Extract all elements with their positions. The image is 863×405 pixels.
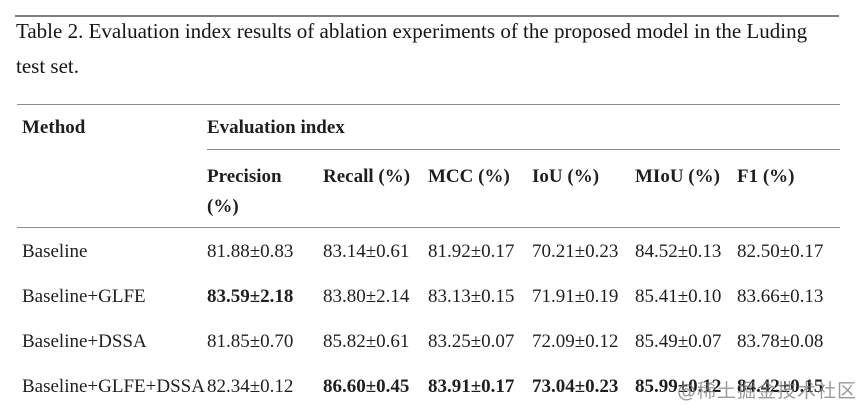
column-header-recall: Recall (%)	[323, 166, 411, 187]
table-caption-label: Table 2.	[16, 19, 84, 43]
value-cell: 82.34±0.12	[207, 376, 294, 397]
method-cell: Baseline+GLFE	[22, 286, 146, 307]
value-cell-best: 86.60±0.45	[323, 376, 410, 397]
column-header-mcc: MCC (%)	[428, 166, 510, 187]
column-header-spacer	[17, 150, 207, 227]
table-caption: Table 2. Evaluation index results of abl…	[16, 14, 818, 84]
method-cell: Baseline	[22, 241, 88, 262]
value-cell-best: 85.99±0.12	[635, 376, 722, 397]
column-header-precision: Precision (%)	[207, 166, 282, 217]
column-group-header-evaluation-index: Evaluation index	[207, 105, 840, 150]
value-cell: 81.88±0.83	[207, 241, 294, 262]
column-header-iou: IoU (%)	[532, 166, 600, 187]
column-header-f1: F1 (%)	[737, 166, 795, 187]
column-header-miou: MIoU (%)	[635, 166, 720, 187]
evaluation-table: Method Evaluation index Precision (%) Re…	[17, 104, 840, 405]
value-cell: 72.09±0.12	[532, 331, 619, 352]
method-cell: Baseline+GLFE+DSSA	[22, 376, 205, 397]
column-header-method: Method	[22, 117, 86, 138]
caption-top-rule	[15, 15, 839, 17]
value-cell: 83.14±0.61	[323, 241, 410, 262]
value-cell: 82.50±0.17	[737, 241, 824, 262]
value-cell: 71.91±0.19	[532, 286, 619, 307]
value-cell: 83.66±0.13	[737, 286, 824, 307]
value-cell-best: 73.04±0.23	[532, 376, 619, 397]
value-cell: 81.92±0.17	[428, 241, 515, 262]
method-cell: Baseline+DSSA	[22, 331, 147, 352]
table-header-row-metrics: Precision (%) Recall (%) MCC (%) IoU (%)…	[17, 150, 840, 228]
table-row-baseline-dssa: Baseline+DSSA 81.85±0.70 85.82±0.61 83.2…	[17, 318, 840, 363]
table-header-row-group: Method Evaluation index	[17, 104, 840, 150]
value-cell: 84.52±0.13	[635, 241, 722, 262]
table-row-baseline: Baseline 81.88±0.83 83.14±0.61 81.92±0.1…	[17, 228, 840, 273]
value-cell: 83.25±0.07	[428, 331, 515, 352]
value-cell: 83.13±0.15	[428, 286, 515, 307]
value-cell-best: 83.91±0.17	[428, 376, 515, 397]
value-cell: 81.85±0.70	[207, 331, 294, 352]
value-cell: 83.78±0.08	[737, 331, 824, 352]
value-cell: 85.82±0.61	[323, 331, 410, 352]
value-cell: 83.80±2.14	[323, 286, 410, 307]
table-row-baseline-glfe-dssa: Baseline+GLFE+DSSA 82.34±0.12 86.60±0.45…	[17, 363, 840, 405]
table-caption-text: Evaluation index results of ablation exp…	[16, 19, 808, 78]
value-cell-best: 83.59±2.18	[207, 286, 294, 307]
value-cell: 85.49±0.07	[635, 331, 722, 352]
value-cell: 70.21±0.23	[532, 241, 619, 262]
value-cell: 85.41±0.10	[635, 286, 722, 307]
table-row-baseline-glfe: Baseline+GLFE 83.59±2.18 83.80±2.14 83.1…	[17, 273, 840, 318]
value-cell-best: 84.42±0.15	[737, 376, 824, 397]
